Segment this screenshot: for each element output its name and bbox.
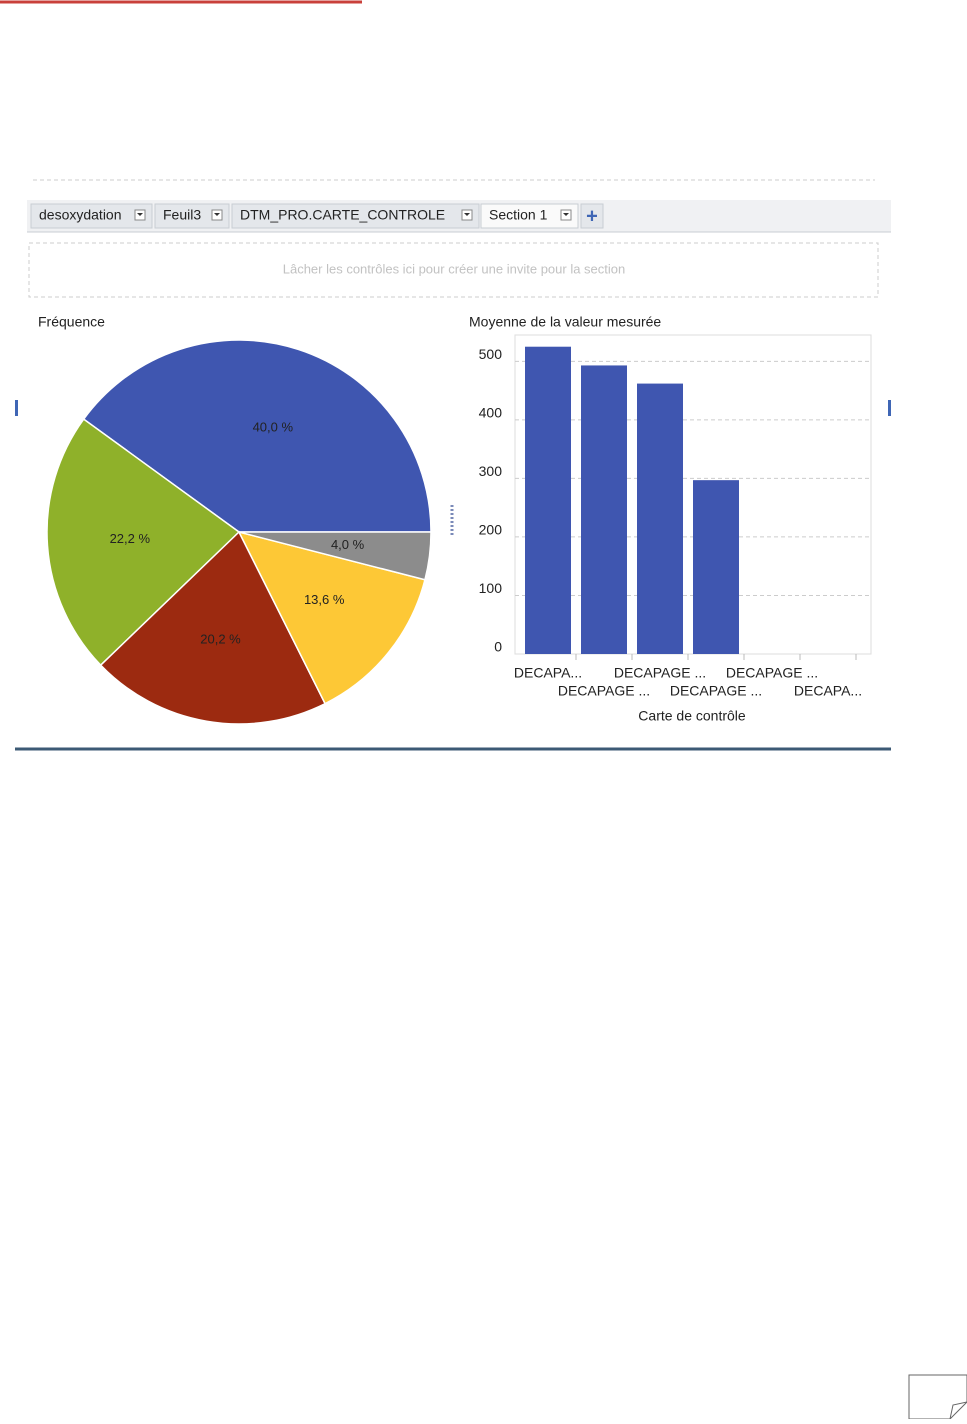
dropdown-arrow <box>464 213 470 216</box>
pie-slice <box>82 339 432 533</box>
dropdown-arrow <box>214 213 220 216</box>
x-tick-label: DECAPAGE ... <box>614 665 706 681</box>
add-tab[interactable] <box>580 203 604 229</box>
tab-label: Feuil3 <box>163 207 201 223</box>
slice-label: 4,0 % <box>331 537 365 552</box>
slice-label: 22,2 % <box>110 531 151 546</box>
bar <box>525 346 571 654</box>
tab[interactable] <box>30 203 153 229</box>
y-tick-label: 0 <box>494 639 502 655</box>
x-tick-label: DECAPAGE ... <box>558 683 650 699</box>
pie-slice <box>46 418 241 667</box>
y-tick-label: 100 <box>479 580 503 596</box>
page-corner <box>908 1374 967 1420</box>
bar <box>637 383 683 654</box>
pie-slice <box>99 530 327 725</box>
dropdown-arrow <box>563 213 569 216</box>
tab-label: desoxydation <box>39 207 122 223</box>
slice-label: 40,0 % <box>253 419 294 434</box>
bar <box>581 365 627 654</box>
x-axis-title: Carte de contrôle <box>638 708 746 724</box>
tab[interactable] <box>231 203 480 229</box>
slice-label: 13,6 % <box>304 592 345 607</box>
dropdown-arrow <box>137 213 143 216</box>
bar <box>693 480 739 654</box>
side-handle <box>15 400 18 416</box>
x-tick-label: DECAPA... <box>794 683 862 699</box>
x-tick-label: DECAPAGE ... <box>670 683 762 699</box>
tab-label: Section 1 <box>489 207 548 223</box>
x-tick-label: DECAPA... <box>514 665 582 681</box>
slice-label: 20,2 % <box>200 631 241 646</box>
drop-zone[interactable] <box>28 242 879 298</box>
y-tick-label: 400 <box>479 405 503 421</box>
pie-title: Fréquence <box>38 314 105 330</box>
y-tick-label: 200 <box>479 522 503 538</box>
pie-slice <box>238 531 432 581</box>
page-corner-fold <box>949 1401 967 1420</box>
pie-slice <box>237 530 426 705</box>
y-tick-label: 300 <box>479 463 503 479</box>
tab-label: DTM_PRO.CARTE_CONTROLE <box>240 207 445 223</box>
y-tick-label: 500 <box>479 346 503 362</box>
add-icon: + <box>586 205 598 227</box>
side-handle <box>888 400 891 416</box>
bar-title: Moyenne de la valeur mesurée <box>469 314 661 330</box>
x-tick-label: DECAPAGE ... <box>726 665 818 681</box>
drop-zone-text: Lâcher les contrôles ici pour créer une … <box>283 261 626 276</box>
